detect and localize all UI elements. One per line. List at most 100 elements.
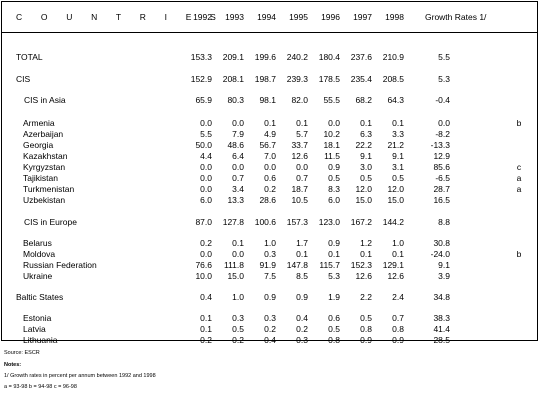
table-row: Georgia 50.0 48.6 56.7 33.7 18.1 22.2 21.2 -13.3 — [0, 140, 541, 151]
value-cell: 1.0 — [264, 238, 276, 248]
country-name: TOTAL — [16, 52, 43, 62]
value-cell: 0.0 — [328, 118, 340, 128]
table-row: Kazakhstan 4.4 6.4 7.0 12.6 11.5 9.1 9.1 12.9 — [0, 151, 541, 162]
value-cell: 0.0 — [296, 162, 308, 172]
value-cell: 50.0 — [195, 140, 212, 150]
value-cell: 5.5 — [200, 129, 212, 139]
value-cell: 15.0 — [387, 195, 404, 205]
column-header-year: 1997 — [353, 12, 372, 22]
value-cell: 1.0 — [392, 238, 404, 248]
value-cell: 235.4 — [350, 74, 372, 84]
country-name: Georgia — [23, 140, 54, 150]
value-cell: 6.4 — [232, 151, 244, 161]
table-row: Baltic States 0.4 1.0 0.9 0.9 1.9 2.2 2.4 34.8 — [0, 292, 541, 303]
table-row: Russian Federation 76.6 111.8 91.9 147.8 115.… — [0, 260, 541, 271]
value-cell: 15.0 — [227, 271, 244, 281]
table-row: CIS in Asia 65.9 80.3 98.1 82.0 55.5 68.2 64.3 -… — [0, 95, 541, 106]
column-header-countries: C O U N T R I E S — [16, 12, 225, 22]
value-cell: 0.1 — [360, 118, 372, 128]
value-cell: 11.5 — [324, 151, 340, 161]
value-cell: 0.4 — [296, 313, 308, 323]
value-cell: 64.3 — [387, 95, 404, 105]
country-name: Armenia — [23, 118, 55, 128]
value-cell: 0.0 — [200, 173, 212, 183]
value-cell: 1.7 — [296, 238, 308, 248]
value-cell: 6.0 — [328, 195, 340, 205]
value-cell: 12.0 — [387, 184, 404, 194]
value-cell: 12.0 — [355, 184, 372, 194]
value-cell: 9.1 — [360, 151, 372, 161]
column-header-year: 1995 — [289, 12, 308, 22]
value-cell: 0.3 — [264, 249, 276, 259]
country-name: Estonia — [23, 313, 52, 323]
value-cell: 0.7 — [232, 173, 244, 183]
value-cell: 0.7 — [296, 173, 308, 183]
value-cell: 0.1 — [232, 238, 244, 248]
value-cell: 0.1 — [360, 249, 372, 259]
country-name: Uzbekistan — [23, 195, 66, 205]
growth-rate-cell: 28.7 — [433, 184, 450, 194]
table-row: Tajikistan 0.0 0.7 0.6 0.7 0.5 0.5 0.5 -6.5 a — [0, 173, 541, 184]
period-key-note: a = 93-98 b = 94-98 c = 96-98 — [4, 384, 77, 390]
country-name: Moldova — [23, 249, 56, 259]
growth-rate-cell: 9.1 — [438, 260, 450, 270]
value-cell: 144.2 — [382, 217, 404, 227]
value-cell: 0.8 — [392, 324, 404, 334]
country-name: Turkmenistan — [23, 184, 75, 194]
value-cell: 208.5 — [382, 74, 404, 84]
value-cell: 68.2 — [355, 95, 372, 105]
country-name: Russian Federation — [23, 260, 97, 270]
value-cell: 0.8 — [360, 324, 372, 334]
value-cell: 198.7 — [254, 74, 276, 84]
column-header-year: 1996 — [321, 12, 340, 22]
growth-rate-cell: 3.9 — [438, 271, 450, 281]
table-row: Moldova 0.0 0.0 0.3 0.1 0.1 0.1 0.1 -24.0 b — [0, 249, 541, 260]
growth-rate-cell: -8.2 — [435, 129, 450, 139]
country-name: Kazakhstan — [23, 151, 68, 161]
country-name: CIS in Asia — [24, 95, 66, 105]
growth-rate-cell: 38.3 — [433, 313, 450, 323]
value-cell: 152.9 — [190, 74, 212, 84]
value-cell: 56.7 — [259, 140, 276, 150]
value-cell: 0.1 — [200, 313, 212, 323]
table-row: Belarus 0.2 0.1 1.0 1.7 0.9 1.2 1.0 30.8 — [0, 238, 541, 249]
value-cell: 18.7 — [291, 184, 308, 194]
value-cell: 0.1 — [264, 118, 276, 128]
country-name: Ukraine — [23, 271, 53, 281]
country-name: Azerbaijan — [23, 129, 64, 139]
value-cell: 7.0 — [264, 151, 276, 161]
value-cell: 48.6 — [227, 140, 244, 150]
value-cell: 0.6 — [264, 173, 276, 183]
value-cell: 0.5 — [360, 313, 372, 323]
value-cell: 6.3 — [360, 129, 372, 139]
value-cell: 5.3 — [328, 271, 340, 281]
growth-rate-cell: 5.3 — [438, 74, 450, 84]
footnote-marker: b — [516, 118, 522, 128]
growth-rate-cell: 41.4 — [433, 324, 450, 334]
value-cell: 240.2 — [286, 52, 308, 62]
value-cell: 0.9 — [264, 292, 276, 302]
value-cell: 10.2 — [323, 129, 340, 139]
value-cell: 111.8 — [223, 260, 244, 270]
value-cell: 0.1 — [200, 324, 212, 334]
growth-rate-cell: 5.5 — [438, 52, 450, 62]
column-header-year: 1994 — [257, 12, 276, 22]
value-cell: 3.0 — [360, 162, 372, 172]
value-cell: 0.2 — [200, 238, 212, 248]
table-row: CIS in Europe 87.0 127.8 100.6 157.3 123.0 167… — [0, 217, 541, 228]
value-cell: 0.2 — [296, 324, 308, 334]
value-cell: 147.8 — [286, 260, 308, 270]
value-cell: 0.3 — [232, 313, 244, 323]
value-cell: 0.2 — [264, 324, 276, 334]
country-name: Belarus — [23, 238, 52, 248]
growth-rate-cell: -0.4 — [435, 95, 450, 105]
column-header-year: 1993 — [225, 12, 244, 22]
footnote-marker: c — [516, 162, 522, 172]
growth-rate-cell: -6.5 — [435, 173, 450, 183]
value-cell: 0.5 — [232, 324, 244, 334]
notes-label: Notes: — [4, 362, 22, 368]
value-cell: 18.1 — [323, 140, 340, 150]
value-cell: 91.9 — [259, 260, 276, 270]
value-cell: 127.8 — [222, 217, 244, 227]
value-cell: 9.1 — [392, 151, 404, 161]
